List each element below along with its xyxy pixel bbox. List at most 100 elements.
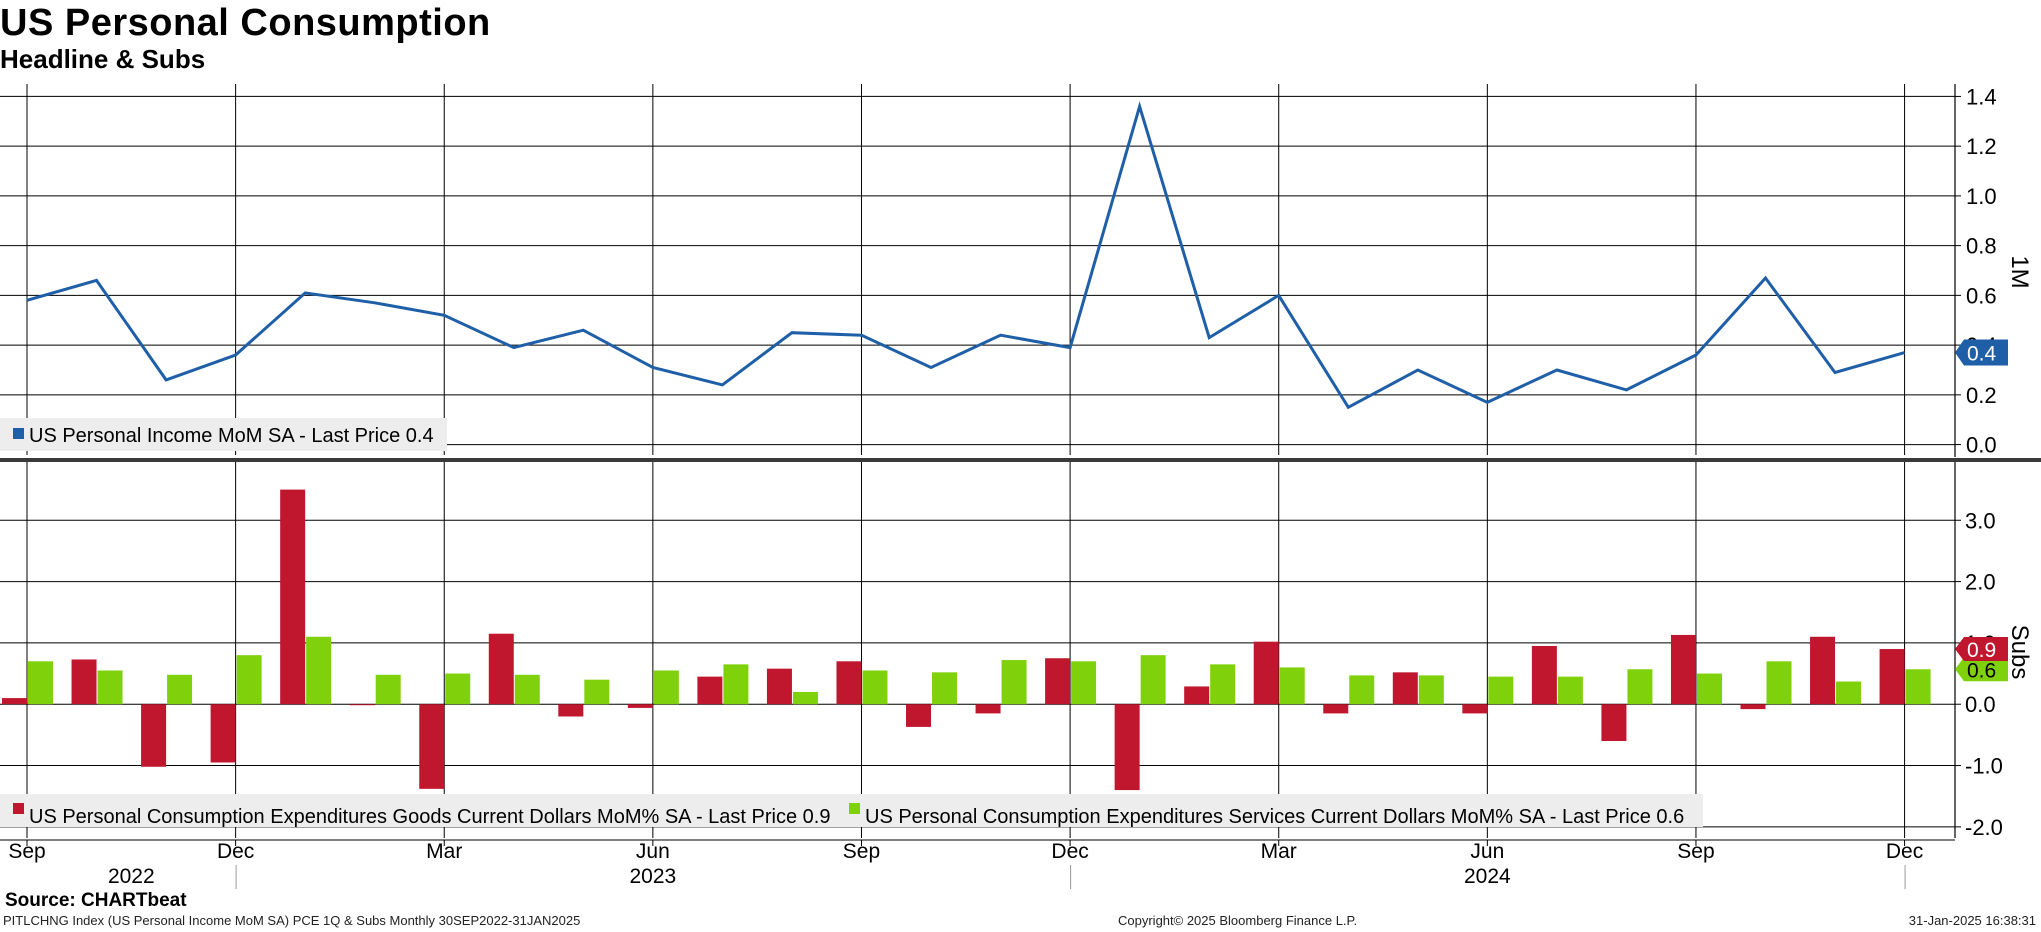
x-tick-label: Sep — [843, 840, 880, 863]
goods-bar — [1253, 641, 1279, 705]
x-tick-label: Dec — [217, 840, 254, 863]
services-bar — [1210, 664, 1236, 705]
services-last-value: 0.6 — [1967, 659, 1996, 682]
services-bar — [1488, 676, 1514, 705]
services-legend-swatch — [849, 803, 860, 814]
goods-bar — [697, 676, 723, 705]
services-bar — [862, 670, 888, 705]
y-tick-label: 0.0 — [1966, 433, 1997, 458]
goods-last-value: 0.9 — [1967, 639, 1996, 662]
y-axis-title: 1M — [2006, 255, 2033, 288]
goods-bar — [1462, 704, 1488, 714]
services-bar — [932, 672, 958, 705]
goods-bar — [488, 633, 514, 705]
services-legend-label: US Personal Consumption Expenditures Ser… — [865, 806, 1684, 828]
x-tick-label: Mar — [1261, 840, 1297, 863]
goods-bar — [1601, 704, 1627, 742]
goods-bar — [1740, 704, 1766, 710]
income-legend-swatch — [13, 428, 24, 439]
y-tick-label: 0.2 — [1966, 383, 1997, 408]
services-bar — [1766, 661, 1792, 705]
services-bar — [1627, 669, 1653, 705]
y-axis-title: Subs — [2006, 625, 2033, 680]
goods-bar — [419, 704, 445, 789]
services-last-tag — [1955, 657, 2008, 682]
goods-bar — [1045, 658, 1071, 705]
services-bar — [236, 655, 262, 705]
services-bar — [514, 674, 540, 705]
income-panel: 0.0 0.2 0.4 0.6 0.8 1.0 1.2 1.4 1M US Personal In… — [0, 84, 2041, 462]
y-tick-label: 2.0 — [1965, 570, 1996, 595]
services-bar — [97, 670, 123, 705]
y-tick-label: -1.0 — [1965, 754, 2003, 779]
services-bar — [1696, 673, 1722, 705]
x-year-label: 2023 — [630, 865, 677, 888]
goods-bar — [906, 704, 932, 727]
chart-subtitle: Headline & Subs — [0, 44, 206, 74]
goods-bar — [349, 704, 375, 706]
timestamp: 31-Jan-2025 16:38:31 — [1908, 913, 2036, 928]
x-tick-label: Mar — [426, 840, 462, 863]
y-tick-label: 0.8 — [1966, 234, 1997, 259]
x-year-label: 2022 — [108, 865, 155, 888]
goods-bar — [558, 704, 584, 717]
goods-bar — [1392, 672, 1418, 705]
y-tick-label: 3.0 — [1965, 508, 1996, 533]
services-bar — [1279, 667, 1305, 705]
x-tick-label: Sep — [1677, 840, 1714, 863]
y-tick-label: 0.6 — [1966, 283, 1997, 308]
income-last-tag — [1955, 339, 2008, 366]
goods-bar — [71, 659, 97, 705]
x-year-label: 2024 — [1464, 865, 1511, 888]
y-tick-label: 1.4 — [1966, 84, 1997, 109]
chart-title: US Personal Consumption — [0, 2, 491, 44]
x-tick-label: Dec — [1051, 840, 1088, 863]
goods-bar — [836, 661, 862, 705]
services-bar — [306, 636, 332, 705]
services-bar — [584, 679, 610, 705]
services-bar — [653, 670, 679, 705]
goods-bar — [210, 704, 236, 763]
x-axis: Sep Dec Mar Jun Sep Dec Mar Jun Sep Dec 2022 2023 20… — [0, 839, 1955, 889]
services-bar — [1905, 669, 1931, 705]
services-bar — [723, 664, 749, 705]
panel-separator — [0, 458, 2041, 462]
x-tick-label: Jun — [1470, 840, 1504, 863]
goods-legend-swatch — [13, 803, 24, 814]
services-bar — [1557, 676, 1583, 705]
goods-bar — [1670, 634, 1696, 705]
goods-bar — [1114, 704, 1140, 791]
x-tick-label: Dec — [1886, 840, 1923, 863]
y-tick-label: 1.2 — [1966, 134, 1997, 159]
goods-bar — [975, 704, 1001, 714]
services-bar — [1001, 660, 1027, 705]
x-tick-label: Sep — [8, 840, 45, 863]
x-tick-label: Jun — [636, 840, 670, 863]
goods-bar — [627, 704, 653, 708]
source-note: Source: CHARTbeat — [5, 890, 187, 911]
goods-legend-label: US Personal Consumption Expenditures Goo… — [29, 806, 830, 828]
goods-bar — [1531, 645, 1557, 705]
goods-bar — [766, 668, 792, 705]
services-bar — [28, 661, 53, 705]
services-bar — [1349, 675, 1375, 705]
goods-bar — [1879, 649, 1905, 705]
services-bar — [1071, 661, 1097, 705]
services-bar — [792, 691, 818, 705]
ticker-info: PITLCHNG Index (US Personal Income MoM S… — [3, 913, 581, 928]
goods-bar — [1184, 686, 1210, 705]
y-tick-label: -2.0 — [1965, 815, 2003, 840]
income-legend-label: US Personal Income MoM SA - Last Price 0… — [29, 425, 434, 447]
services-bar — [1140, 655, 1166, 705]
goods-bar — [280, 489, 306, 705]
services-bar — [167, 674, 193, 705]
goods-last-tag — [1955, 637, 2008, 662]
goods-bar — [1810, 636, 1836, 705]
income-legend-bg — [0, 418, 447, 451]
goods-bar — [141, 704, 167, 767]
goods-bar — [2, 698, 27, 705]
y-tick-label: 0.0 — [1965, 692, 1996, 717]
services-bar — [375, 674, 401, 705]
